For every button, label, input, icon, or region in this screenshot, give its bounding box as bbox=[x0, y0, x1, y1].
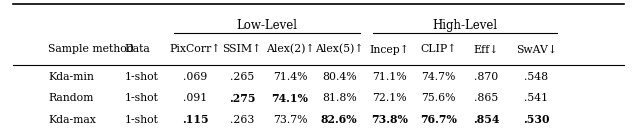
Text: .548: .548 bbox=[524, 72, 548, 82]
Text: 81.8%: 81.8% bbox=[322, 93, 356, 103]
Text: .263: .263 bbox=[230, 115, 254, 125]
Text: 73.7%: 73.7% bbox=[273, 115, 307, 125]
Text: .115: .115 bbox=[182, 114, 209, 125]
Text: .265: .265 bbox=[230, 72, 254, 82]
Text: 71.4%: 71.4% bbox=[273, 72, 307, 82]
Text: 75.6%: 75.6% bbox=[421, 93, 456, 103]
Text: .275: .275 bbox=[228, 93, 255, 104]
Text: PixCorr↑: PixCorr↑ bbox=[170, 44, 221, 55]
Text: .870: .870 bbox=[474, 72, 499, 82]
Text: .091: .091 bbox=[183, 93, 207, 103]
Text: 1-shot: 1-shot bbox=[125, 93, 159, 103]
Text: Alex(2)↑: Alex(2)↑ bbox=[266, 44, 314, 55]
Text: .530: .530 bbox=[523, 114, 550, 125]
Text: Kda-max: Kda-max bbox=[48, 115, 96, 125]
Text: 1-shot: 1-shot bbox=[125, 115, 159, 125]
Text: SSIM↑: SSIM↑ bbox=[222, 44, 262, 55]
Text: 74.1%: 74.1% bbox=[271, 93, 308, 104]
Text: .854: .854 bbox=[473, 114, 500, 125]
Text: Sample method: Sample method bbox=[48, 44, 134, 55]
Text: 73.8%: 73.8% bbox=[371, 114, 408, 125]
Text: 72.1%: 72.1% bbox=[372, 93, 406, 103]
Text: CLIP↑: CLIP↑ bbox=[420, 44, 456, 55]
Text: Alex(5)↑: Alex(5)↑ bbox=[315, 44, 364, 55]
Text: High-Level: High-Level bbox=[432, 19, 497, 32]
Text: 76.7%: 76.7% bbox=[420, 114, 457, 125]
Text: 74.7%: 74.7% bbox=[421, 72, 456, 82]
Text: Incep↑: Incep↑ bbox=[369, 44, 409, 55]
Text: 82.6%: 82.6% bbox=[321, 114, 358, 125]
Text: Kda-min: Kda-min bbox=[48, 72, 94, 82]
Text: 71.1%: 71.1% bbox=[372, 72, 406, 82]
Text: Eff↓: Eff↓ bbox=[474, 44, 499, 55]
Text: 1-shot: 1-shot bbox=[125, 72, 159, 82]
Text: .865: .865 bbox=[474, 93, 499, 103]
Text: Random: Random bbox=[48, 93, 93, 103]
Text: Low-Level: Low-Level bbox=[236, 19, 298, 32]
Text: SwAV↓: SwAV↓ bbox=[516, 44, 557, 55]
Text: Data: Data bbox=[125, 44, 150, 55]
Text: .069: .069 bbox=[183, 72, 207, 82]
Text: .541: .541 bbox=[524, 93, 548, 103]
Text: 80.4%: 80.4% bbox=[322, 72, 356, 82]
